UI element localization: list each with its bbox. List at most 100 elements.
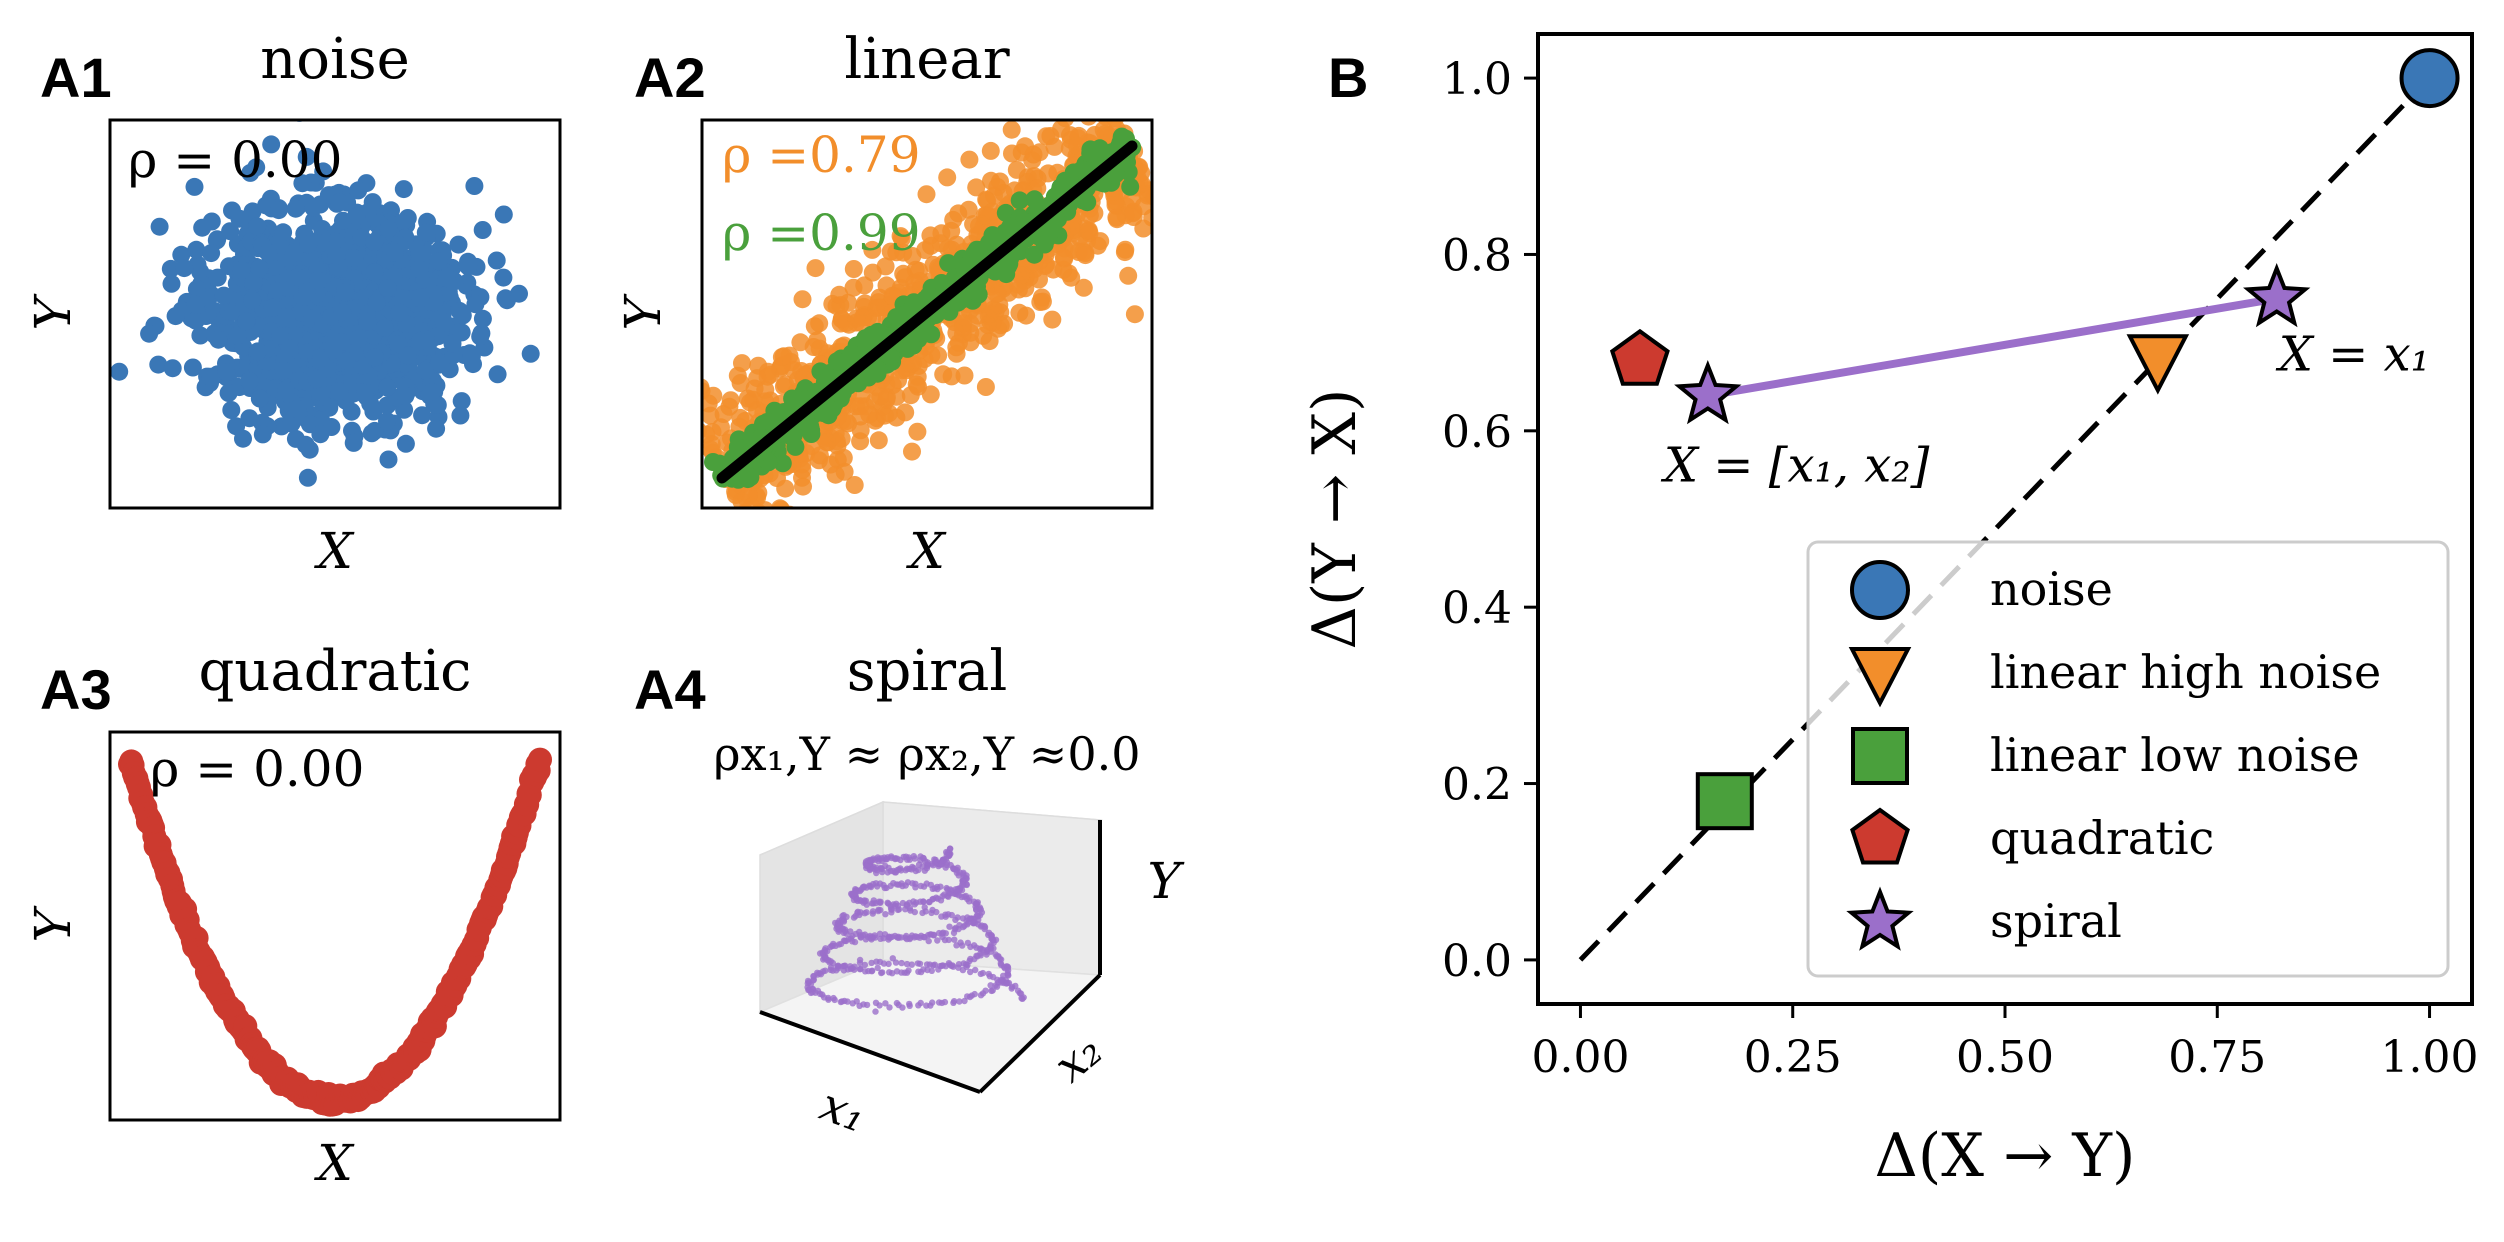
a2-high-noise-point — [1119, 266, 1138, 285]
a1-point — [296, 435, 315, 454]
a1-point — [394, 180, 413, 199]
a1-point — [473, 309, 492, 328]
a4-y-axis-label: Y — [1147, 852, 1184, 910]
a2-high-noise-point — [756, 501, 774, 508]
a1-point — [365, 233, 384, 251]
a2-high-noise-point — [989, 319, 1007, 338]
a2-high-noise-point — [1011, 266, 1030, 285]
a2-high-noise-point — [1003, 144, 1021, 163]
a4-spiral-point — [933, 908, 940, 916]
a4-spiral-point — [966, 915, 974, 922]
b-y-tick-label: 0.0 — [1442, 936, 1512, 987]
a4-spiral-point — [992, 982, 999, 989]
a2-low-noise-point — [842, 344, 861, 363]
a4-spiral-point — [1020, 994, 1027, 1001]
a1-point — [271, 326, 289, 345]
a1-point — [449, 235, 468, 254]
a1-x-axis-label: X — [313, 522, 355, 580]
a2-low-noise-point — [1121, 177, 1140, 196]
a1-point — [243, 291, 262, 310]
a4-spiral-point — [988, 987, 995, 995]
a2-high-noise-point — [1097, 99, 1115, 117]
b-y-tick-label: 0.8 — [1442, 230, 1512, 281]
a1-point — [201, 367, 220, 386]
panel-title-a2: linear — [844, 27, 1009, 92]
a4-spiral-point — [882, 1000, 889, 1007]
a4-spiral-point — [851, 963, 858, 970]
a4-spiral-point — [849, 1000, 856, 1007]
a1-point — [496, 289, 515, 308]
panel-tag-a4: A4 — [634, 658, 706, 721]
b-y-tick-label: 0.2 — [1442, 760, 1512, 811]
a1-point — [183, 358, 202, 377]
a1-point — [311, 425, 330, 444]
a4-spiral-point — [841, 926, 849, 933]
b-x-tick-label: 0.50 — [1956, 1032, 2054, 1083]
a4-spiral-point — [961, 997, 968, 1005]
b-marker-noise — [2399, 48, 2460, 109]
a2-high-noise-point — [1080, 120, 1097, 126]
a1-point — [250, 259, 269, 278]
b-y-axis-label: Δ(Y → X) — [1300, 389, 1370, 650]
a4-spiral-point — [843, 913, 850, 920]
a4-spiral-point — [925, 898, 933, 906]
a2-high-noise-point — [772, 500, 790, 508]
a2-low-noise-point — [1081, 144, 1100, 163]
a2-high-noise-point — [903, 442, 921, 461]
panel-title-a1: noise — [260, 27, 410, 92]
a4-spiral-point — [979, 969, 987, 977]
a1-point — [396, 386, 415, 405]
a2-high-noise-point — [1125, 305, 1144, 324]
a1-point — [230, 209, 249, 228]
a1-point — [415, 270, 434, 289]
a2-high-noise-point — [960, 150, 979, 169]
a4-spiral-point — [895, 933, 902, 940]
a4-spiral-point — [931, 961, 938, 968]
b-marker-linear-low-noise — [1695, 772, 1754, 831]
a2-high-noise-point — [681, 398, 699, 416]
a2-high-noise-point — [834, 448, 853, 467]
a4-spiral-point — [981, 925, 988, 933]
a4-spiral-point — [930, 931, 937, 938]
legend-marker-linear-low-noise — [1851, 727, 1909, 785]
a2-low-noise-point — [774, 403, 793, 422]
a2-high-noise-point — [887, 387, 906, 406]
a1-point — [443, 334, 462, 353]
a2-low-noise-point — [983, 233, 1002, 252]
a4-spiral-point — [847, 928, 854, 935]
a4-spiral-point — [837, 998, 844, 1006]
a3-axes-frame — [108, 730, 562, 1122]
a4-spiral-point — [895, 906, 903, 913]
a1-point — [244, 272, 263, 291]
a4-spiral-point — [876, 930, 884, 937]
a2-high-noise-point — [1087, 91, 1105, 109]
a1-scatter-cloud — [110, 120, 540, 487]
a1-point — [365, 421, 384, 440]
a1-point — [209, 330, 228, 349]
a2-high-noise-annotation: ρ =0.79 — [722, 126, 921, 184]
a4-spiral-point — [921, 934, 928, 941]
a1-point — [334, 211, 352, 230]
b-x-tick-label: 0.25 — [1744, 1032, 1842, 1083]
a4-spiral-point — [882, 911, 889, 918]
b-point-label: X = [x₁, x₂] — [1660, 438, 1930, 494]
a2-high-noise-point — [702, 378, 710, 397]
a4-correlation-annotation: ρx₁,Y ≈ ρx₂,Y ≈0.0 — [714, 727, 1141, 781]
a1-point — [186, 295, 205, 314]
a1-point — [429, 252, 448, 271]
a4-spiral-point — [977, 992, 985, 999]
a1-point — [163, 359, 182, 378]
a1-point — [250, 389, 269, 408]
a4-spiral-point — [972, 966, 979, 974]
a2-high-noise-point — [860, 405, 879, 424]
a2-high-noise-point — [1030, 270, 1048, 289]
b-x-tick-label: 0.75 — [2168, 1032, 2266, 1083]
a2-high-noise-point — [869, 431, 888, 450]
a4-spiral-point — [911, 908, 918, 916]
a1-point — [366, 348, 384, 367]
a1-point — [288, 400, 307, 418]
a1-point — [365, 263, 384, 282]
a2-high-noise-point — [732, 492, 751, 508]
a2-high-noise-point — [806, 259, 825, 278]
